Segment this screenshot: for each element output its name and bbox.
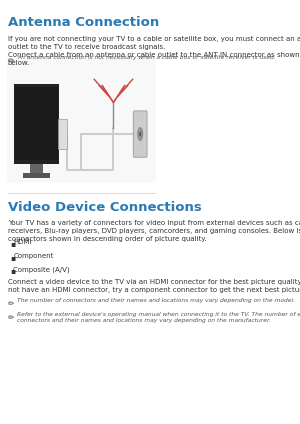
Text: ✏: ✏ bbox=[8, 298, 14, 307]
Text: ✏: ✏ bbox=[8, 312, 14, 321]
Bar bbox=[30, 164, 43, 174]
Text: HDMI: HDMI bbox=[14, 240, 32, 245]
Text: ▪: ▪ bbox=[10, 253, 15, 262]
Text: The number of connectors and their names and locations may vary depending on the: The number of connectors and their names… bbox=[17, 298, 295, 303]
Bar bbox=[14, 84, 59, 164]
Text: Your TV has a variety of connectors for video input from external devices such a: Your TV has a variety of connectors for … bbox=[8, 220, 300, 243]
Text: Composite (A/V): Composite (A/V) bbox=[14, 266, 70, 273]
Text: An antenna connection is not necessary when a cable box or satellite receiver is: An antenna connection is not necessary w… bbox=[17, 55, 276, 60]
Bar bbox=[58, 119, 67, 149]
Text: Connect a video device to the TV via an HDMI connector for the best picture qual: Connect a video device to the TV via an … bbox=[8, 279, 300, 293]
Text: Component: Component bbox=[14, 253, 54, 259]
Bar bbox=[16, 87, 58, 160]
Text: If you are not connecting your TV to a cable or satellite box, you must connect : If you are not connecting your TV to a c… bbox=[8, 36, 300, 66]
FancyBboxPatch shape bbox=[134, 111, 147, 157]
Circle shape bbox=[138, 128, 142, 140]
Bar bbox=[23, 173, 50, 179]
FancyBboxPatch shape bbox=[7, 58, 156, 182]
Text: ✏: ✏ bbox=[8, 55, 14, 64]
Text: ▪: ▪ bbox=[10, 240, 15, 248]
Circle shape bbox=[139, 131, 141, 137]
Text: Video Device Connections: Video Device Connections bbox=[8, 201, 202, 215]
Text: Antenna Connection: Antenna Connection bbox=[8, 16, 159, 29]
Text: Refer to the external device's operating manual when connecting it to the TV. Th: Refer to the external device's operating… bbox=[17, 312, 300, 324]
Text: ▪: ▪ bbox=[10, 266, 15, 275]
